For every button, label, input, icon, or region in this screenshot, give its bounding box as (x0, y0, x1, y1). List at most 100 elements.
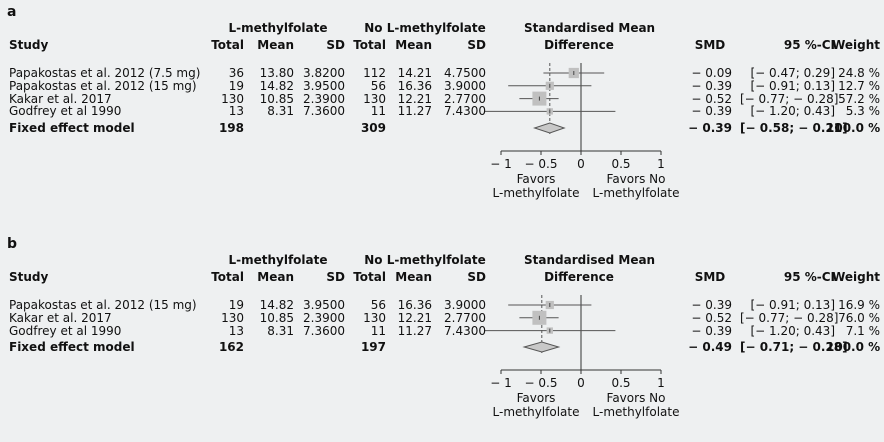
smd-value: − 0.52 (691, 310, 732, 325)
favors-right-label: Favors No (606, 391, 666, 405)
smd-title-line2: Difference (544, 38, 614, 52)
pooled-total1: 198 (218, 121, 244, 135)
smd-value: − 0.52 (691, 91, 732, 106)
total2-value: 11 (370, 104, 386, 119)
mean2-value: 11.27 (397, 104, 432, 119)
smd-title-line1: Standardised Mean (524, 21, 656, 35)
mean2-value: 12.21 (397, 91, 432, 106)
x-tick-label: 1 (657, 157, 665, 171)
sd2-header: SD (467, 270, 486, 284)
pooled-weight: 100.0 % (826, 121, 881, 135)
pooled-weight: 100.0 % (826, 340, 881, 354)
sd1-value: 3.9500 (303, 78, 345, 93)
total1-header: Total (211, 270, 244, 284)
mean1-value: 8.31 (267, 323, 294, 338)
ci-header: 95 %-CI (783, 38, 835, 52)
weight-value: 5.3 % (845, 104, 880, 119)
study-name: Godfrey et al 1990 (9, 323, 122, 338)
pooled-total2: 197 (360, 340, 386, 354)
smd-header: SMD (694, 38, 726, 52)
sd1-header: SD (326, 38, 345, 52)
x-tick-label: 0 (577, 376, 585, 390)
study-name: Papakostas et al. 2012 (15 mg) (9, 298, 197, 312)
mean2-value: 14.21 (397, 66, 432, 80)
x-tick-label: 0.5 (611, 157, 631, 171)
x-tick-label: 0 (577, 157, 585, 171)
total2-value: 130 (363, 91, 386, 106)
smd-value: − 0.39 (691, 298, 732, 312)
study-name: Papakostas et al. 2012 (7.5 mg) (9, 66, 201, 80)
sd1-value: 3.9500 (303, 298, 345, 312)
smd-value: − 0.09 (691, 66, 732, 80)
mean1-value: 14.82 (259, 298, 294, 312)
mean1-value: 8.31 (267, 104, 294, 119)
favors-left-label: Favors (516, 391, 556, 405)
weight-value: 16.9 % (838, 298, 880, 312)
mean1-value: 13.80 (259, 66, 294, 80)
x-tick-label: 1 (657, 376, 665, 390)
pooled-smd: − 0.39 (688, 121, 732, 135)
pooled-name: Fixed effect model (9, 121, 135, 135)
total1-value: 130 (221, 310, 244, 325)
weight-header: Weight (832, 38, 880, 52)
sd2-value: 4.7500 (444, 66, 486, 80)
mean2-value: 16.36 (397, 298, 432, 312)
smd-value: − 0.39 (691, 323, 732, 338)
sd1-value: 2.3900 (303, 310, 345, 325)
sd1-value: 2.3900 (303, 91, 345, 106)
total1-value: 130 (221, 91, 244, 106)
ci-value: [− 0.91; 0.13] (750, 298, 835, 312)
ci-header: 95 %-CI (783, 270, 835, 284)
group1-header: L-methylfolate (228, 21, 328, 35)
x-tick-label: − 0.5 (524, 376, 558, 390)
x-tick-label: 0.5 (611, 376, 631, 390)
group1-header: L-methylfolate (228, 253, 328, 267)
sd1-value: 3.8200 (303, 66, 345, 80)
study-name: Kakar et al. 2017 (9, 310, 112, 325)
ci-value: [− 1.20; 0.43] (750, 323, 835, 338)
ci-value: [− 0.77; − 0.28] (740, 310, 839, 325)
study-header: Study (9, 38, 49, 52)
sd2-value: 7.4300 (444, 323, 486, 338)
total1-value: 19 (228, 298, 244, 312)
pooled-total2: 309 (360, 121, 386, 135)
mean2-header: Mean (395, 38, 432, 52)
weight-value: 76.0 % (838, 310, 880, 325)
sd2-value: 2.7700 (444, 310, 486, 325)
ci-value: [− 1.20; 0.43] (750, 104, 835, 119)
total1-value: 13 (228, 323, 244, 338)
mean2-value: 11.27 (397, 323, 432, 338)
smd-value: − 0.39 (691, 104, 732, 119)
pooled-total1: 162 (218, 340, 244, 354)
mean2-header: Mean (395, 270, 432, 284)
smd-title-line2: Difference (544, 270, 614, 284)
pooled-ci: [− 0.58; − 0.21] (740, 121, 848, 135)
total1-value: 36 (228, 66, 244, 80)
total2-value: 56 (370, 298, 386, 312)
sd1-value: 7.3600 (303, 104, 345, 119)
favors-right-label: L-methylfolate (592, 405, 680, 419)
mean1-value: 14.82 (259, 78, 294, 93)
mean1-header: Mean (257, 38, 294, 52)
study-name: Papakostas et al. 2012 (15 mg) (9, 78, 197, 93)
ci-value: [− 0.47; 0.29] (750, 66, 835, 80)
sd2-value: 3.9000 (444, 78, 486, 93)
x-tick-label: − 0.5 (524, 157, 558, 171)
study-name: Godfrey et al 1990 (9, 104, 122, 119)
pooled-smd: − 0.49 (688, 340, 732, 354)
total2-header: Total (353, 38, 386, 52)
group2-header: No L-methylfolate (364, 253, 486, 267)
total1-value: 13 (228, 104, 244, 119)
group2-header: No L-methylfolate (364, 21, 486, 35)
x-tick-label: − 1 (490, 157, 512, 171)
panel-label: b (7, 236, 18, 252)
favors-left-label: L-methylfolate (492, 186, 580, 200)
mean1-value: 10.85 (259, 310, 294, 325)
sd2-value: 7.4300 (444, 104, 486, 119)
panel-label: a (7, 4, 17, 20)
study-name: Kakar et al. 2017 (9, 91, 112, 106)
x-tick-label: − 1 (490, 376, 512, 390)
